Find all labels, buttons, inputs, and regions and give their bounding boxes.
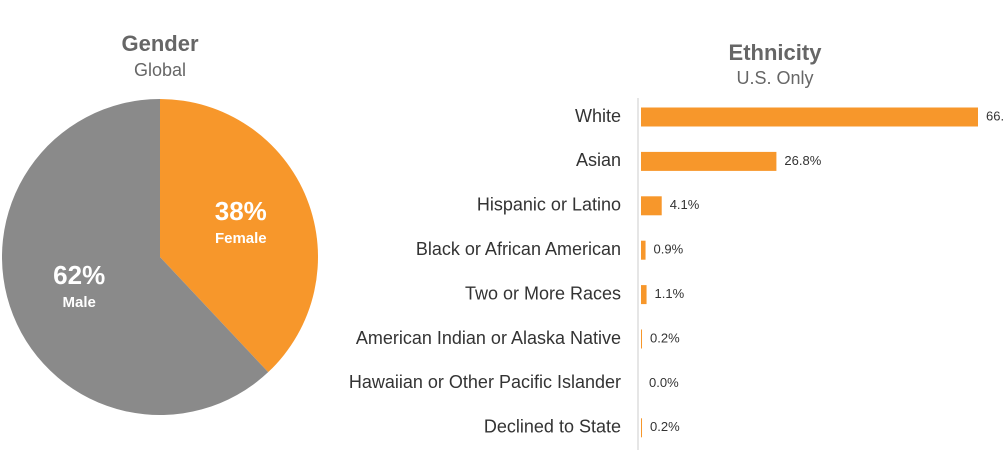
- value-label: 0.0%: [649, 375, 679, 390]
- value-label: 4.1%: [670, 197, 700, 212]
- bar: [641, 285, 647, 305]
- category-label: Declined to State: [484, 417, 621, 437]
- chart-title: Ethnicity: [729, 40, 823, 65]
- slice-category-label: Female: [215, 230, 267, 247]
- category-label: American Indian or Alaska Native: [356, 328, 621, 348]
- slice-category-label: Male: [63, 294, 96, 311]
- value-label: 26.8%: [784, 153, 821, 168]
- category-label: Hispanic or Latino: [477, 195, 621, 215]
- category-label: Asian: [576, 150, 621, 170]
- category-label: Black or African American: [416, 239, 621, 259]
- value-label: 66.7%: [986, 108, 1004, 123]
- chart-title: Gender: [121, 31, 198, 56]
- pie-slice: [2, 99, 269, 415]
- bar: [641, 196, 662, 216]
- category-label: White: [575, 106, 621, 126]
- category-label: Two or More Races: [465, 283, 621, 303]
- value-label: 0.9%: [654, 242, 684, 257]
- slice-value-label: 62%: [53, 260, 105, 290]
- slice-value-label: 38%: [215, 196, 267, 226]
- chart-subtitle: U.S. Only: [736, 68, 813, 88]
- bar: [641, 418, 643, 438]
- value-label: 1.1%: [655, 286, 685, 301]
- bar: [641, 329, 643, 349]
- chart-subtitle: Global: [134, 60, 186, 80]
- value-label: 0.2%: [650, 419, 680, 434]
- bar: [641, 151, 777, 171]
- bar: [641, 107, 978, 127]
- category-label: Hawaiian or Other Pacific Islander: [349, 372, 621, 392]
- bar: [641, 240, 646, 260]
- pie-slice: [160, 99, 319, 373]
- value-label: 0.2%: [650, 330, 680, 345]
